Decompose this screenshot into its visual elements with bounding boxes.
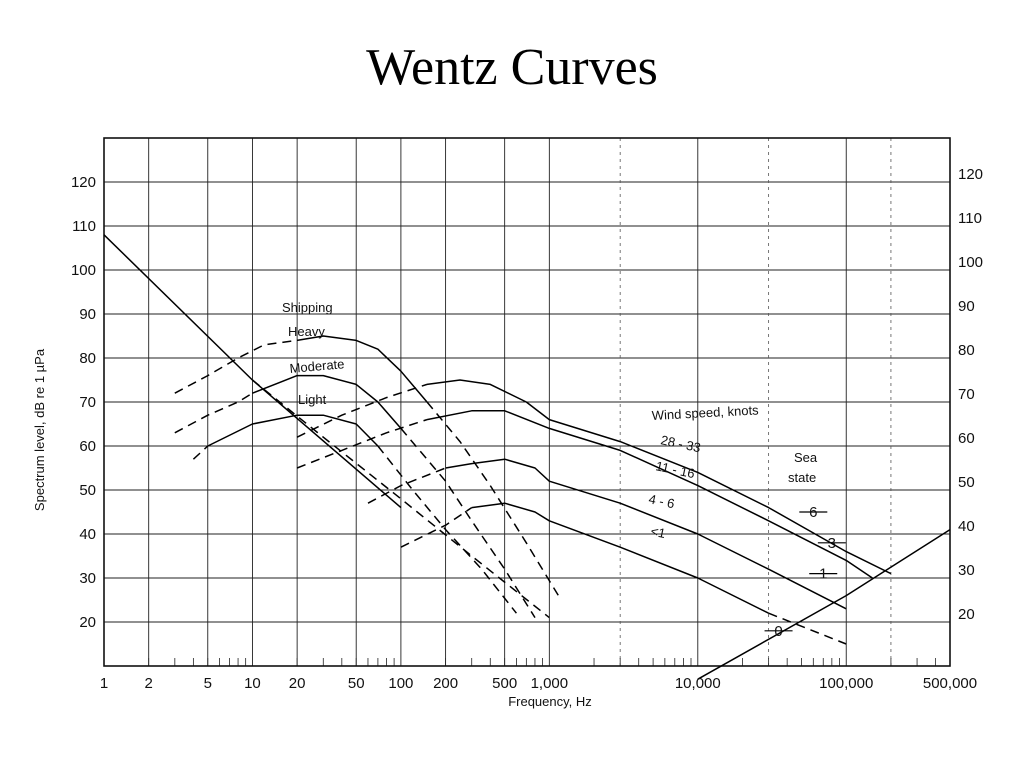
sea-label: Sea	[794, 450, 818, 465]
y-tick-label-right: 70	[958, 386, 975, 403]
x-tick-label: 10,000	[675, 675, 721, 692]
series-line-shipping-heavy	[426, 401, 562, 601]
series-line-ocean-turbulence	[251, 379, 550, 619]
y-tick-label-right: 30	[958, 562, 975, 579]
sea-state-label: 6	[809, 504, 817, 521]
y-tick-label-left: 110	[72, 218, 96, 235]
y-tick-label-right: 110	[958, 210, 982, 227]
y-tick-label-right: 120	[958, 166, 983, 183]
wind-28-33-label: 28 - 33	[659, 432, 702, 455]
sea-state-label: 0	[774, 623, 782, 640]
annotations: Shipping Heavy Moderate Light Wind speed, kn…	[282, 300, 818, 541]
series-line-light	[192, 445, 209, 460]
light-label: Light	[298, 392, 327, 407]
y-tick-label-right: 60	[958, 430, 975, 447]
series-line--1	[471, 502, 769, 614]
y-tick-label-right: 50	[958, 474, 975, 491]
heavy-label: Heavy	[288, 324, 325, 339]
series-line-4-6	[445, 458, 847, 610]
x-tick-label: 200	[433, 675, 458, 692]
y-tick-label-left: 40	[79, 526, 96, 543]
x-tick-label: 500,000	[923, 675, 977, 692]
x-tick-label: 1,000	[531, 675, 569, 692]
y-axis-label: Spectrum level, dB re 1 µPa	[32, 348, 47, 511]
y-tick-label-left: 120	[71, 174, 96, 191]
y-tick-label-left: 80	[79, 350, 96, 367]
series-line-moderate	[400, 427, 536, 618]
curves: 631 0	[103, 234, 951, 680]
series-line-moderate	[252, 374, 402, 429]
series-line-light	[377, 445, 517, 614]
series-line-shipping-heavy	[174, 339, 298, 394]
series-line-thermal-noise	[697, 528, 951, 680]
x-tick-label: 5	[204, 675, 212, 692]
y-tick-label-left: 30	[79, 570, 96, 587]
wind-speed-label: Wind speed, knots	[651, 402, 759, 423]
series-line--1	[400, 506, 473, 548]
sea-state-label: 1	[819, 566, 827, 583]
y-tick-label-left: 60	[79, 438, 96, 455]
state-label: state	[788, 470, 816, 485]
y-tick-label-left: 20	[79, 614, 96, 631]
shipping-label: Shipping	[282, 300, 333, 315]
x-tick-label: 100,000	[819, 675, 873, 692]
y-tick-label-left: 90	[79, 306, 96, 323]
y-tick-label-right: 90	[958, 298, 975, 315]
x-tick-label: 50	[348, 675, 365, 692]
y-tick-label-left: 50	[79, 482, 96, 499]
y-tick-label-right: 40	[958, 518, 975, 535]
grid	[103, 137, 951, 667]
y-tick-label-left: 100	[71, 262, 96, 279]
x-tick-label: 2	[145, 675, 153, 692]
x-tick-label: 100	[388, 675, 413, 692]
x-tick-label: 1	[100, 675, 108, 692]
plot-frame	[103, 137, 951, 667]
wind-11-16-label: 11 - 16	[654, 458, 696, 481]
y-tick-label-right: 20	[958, 606, 975, 623]
y-tick-label-right: 80	[958, 342, 975, 359]
x-axis-label: Frequency, Hz	[508, 694, 592, 709]
wind-lt1-label: <1	[649, 523, 667, 541]
series-line-shipping-heavy	[296, 335, 428, 403]
tick-labels: 1 2 5 10 20 50 100 200 500 1,000 10,000 100,000 500,…	[71, 166, 983, 692]
slide-title: Wentz Curves	[366, 39, 658, 96]
moderate-label: Moderate	[289, 356, 345, 376]
series-line-light	[207, 414, 379, 447]
series-line-moderate	[174, 392, 253, 434]
wind-4-6-label: 4 - 6	[647, 491, 676, 511]
series-line-28-33	[426, 379, 892, 575]
series-line-11-16	[426, 410, 873, 579]
y-tick-label-left: 70	[79, 394, 96, 411]
series-line-4-6	[367, 467, 446, 504]
x-tick-label: 20	[289, 675, 306, 692]
x-tick-label: 10	[244, 675, 261, 692]
sea-state-label: 3	[828, 535, 836, 552]
x-tick-label: 500	[492, 675, 517, 692]
y-tick-label-right: 100	[958, 254, 983, 271]
